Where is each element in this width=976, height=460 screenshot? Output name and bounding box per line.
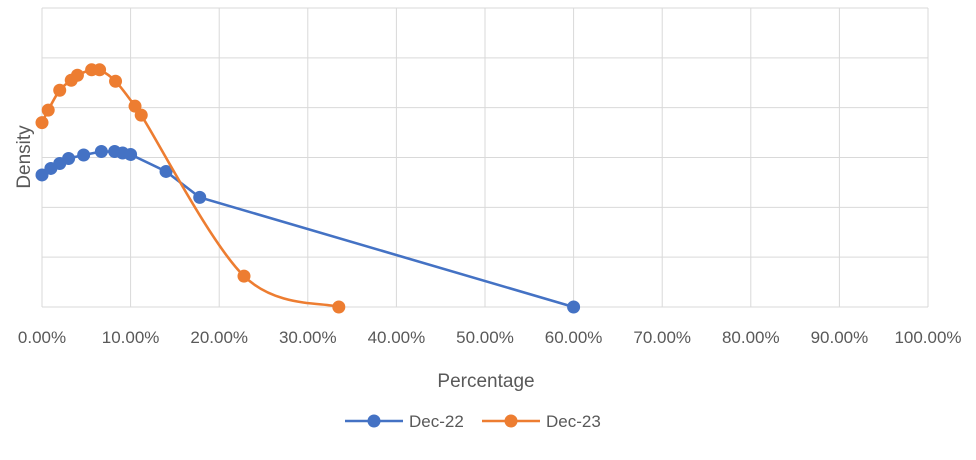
x-axis-title: Percentage [437,371,534,392]
data-point [237,269,251,283]
x-tick-label: 60.00% [545,328,603,347]
x-tick-label: 50.00% [456,328,514,347]
x-tick-label: 90.00% [811,328,869,347]
data-point [134,108,148,122]
x-tick-label: 0.00% [18,328,66,347]
data-point [62,151,76,165]
legend: Dec-22 Dec-23 [345,412,601,431]
x-tick-label: 80.00% [722,328,780,347]
plot-series [35,63,581,314]
data-point [70,68,84,82]
gridlines [41,7,929,308]
data-point [77,148,91,162]
data-point [109,74,123,88]
x-tick-label: 20.00% [190,328,248,347]
data-point [35,116,49,130]
x-tick-label: 30.00% [279,328,337,347]
legend-swatch-marker [504,414,518,428]
data-point [159,164,173,178]
data-point [94,145,108,159]
data-point [567,300,581,314]
data-point [332,300,346,314]
x-tick-label: 100.00% [894,328,961,347]
data-point [53,83,67,97]
legend-item: Dec-23 [482,412,601,431]
y-axis-title: Density [14,125,35,189]
legend-label: Dec-23 [546,412,601,431]
series-line [40,67,340,309]
x-tick-label: 40.00% [368,328,426,347]
legend-item: Dec-22 [345,412,464,431]
x-tick-label: 10.00% [102,328,160,347]
x-axis-tick-labels: 0.00% 10.00% 20.00% 30.00% 40.00% 50.00% 60.00… [18,328,962,347]
series-Dec-22 [35,145,581,314]
legend-label: Dec-22 [409,412,464,431]
series-Dec-23 [35,63,346,314]
legend-swatch-marker [367,414,381,428]
data-point [93,63,107,77]
data-point [124,148,138,162]
x-tick-label: 70.00% [633,328,691,347]
data-point [41,103,55,117]
data-point [193,190,207,204]
